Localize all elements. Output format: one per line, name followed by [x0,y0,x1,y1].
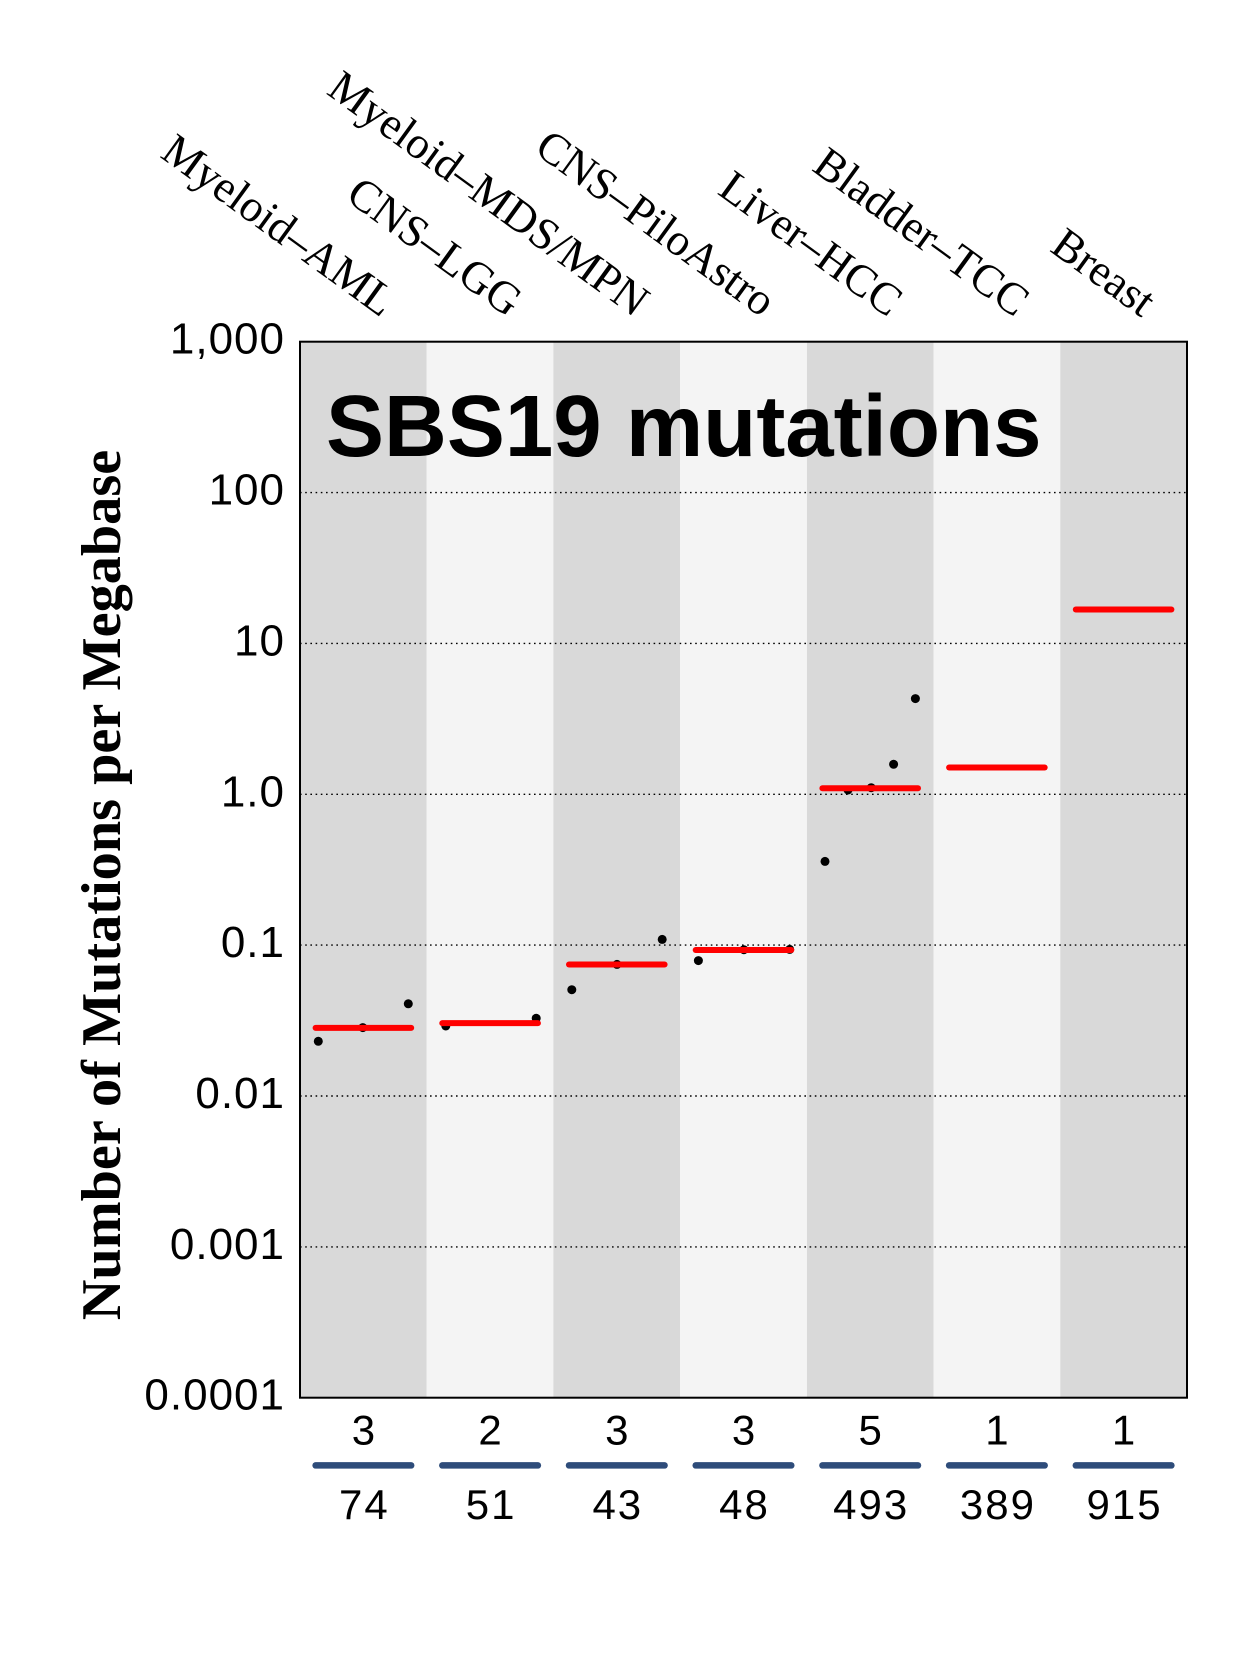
svg-text:100: 100 [209,466,285,515]
svg-text:1.0: 1.0 [221,767,285,816]
svg-text:915: 915 [1087,1481,1163,1528]
svg-text:0.0001: 0.0001 [144,1371,285,1420]
svg-text:74: 74 [339,1481,390,1528]
svg-text:43: 43 [592,1481,643,1528]
svg-text:3: 3 [605,1407,628,1454]
svg-text:389: 389 [960,1481,1036,1528]
svg-text:1,000: 1,000 [170,315,285,364]
svg-text:0.01: 0.01 [195,1069,285,1118]
svg-text:5: 5 [859,1407,882,1454]
svg-text:48: 48 [719,1481,770,1528]
svg-text:1: 1 [1112,1407,1135,1454]
svg-text:51: 51 [466,1481,517,1528]
svg-text:0.001: 0.001 [170,1220,285,1269]
svg-text:3: 3 [732,1407,755,1454]
svg-text:493: 493 [833,1481,909,1528]
svg-text:2: 2 [478,1407,501,1454]
svg-text:1: 1 [985,1407,1008,1454]
svg-text:Number of Mutations per Megaba: Number of Mutations per Megabase [71,450,133,1320]
svg-text:10: 10 [234,616,285,665]
svg-text:3: 3 [352,1407,375,1454]
svg-text:SBS19 mutations: SBS19 mutations [326,378,1042,475]
svg-text:0.1: 0.1 [221,918,285,967]
